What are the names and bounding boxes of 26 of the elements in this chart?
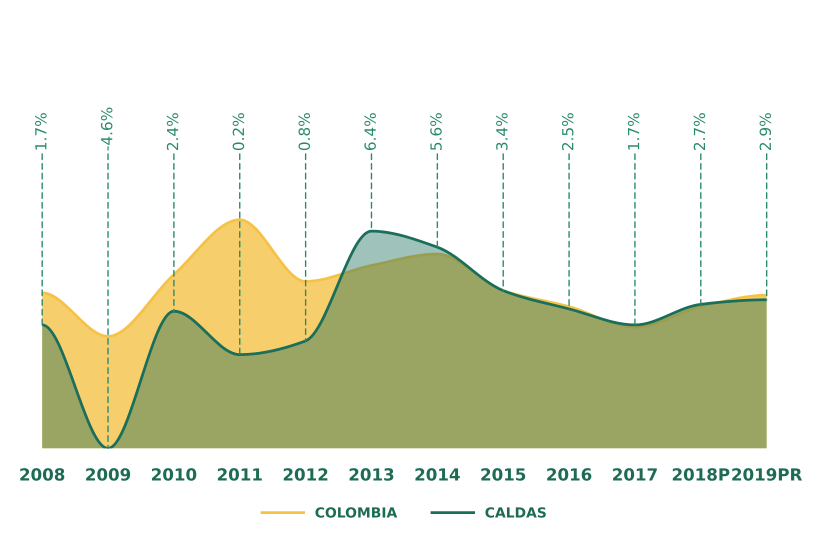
x-tick-label: 2009 [86,468,130,481]
x-tick-label: 2011 [218,468,262,481]
annotation: 0.2% [232,113,244,150]
x-tick-label: 2018P [672,468,730,481]
x-tick-label: 2012 [284,468,328,481]
annotation: 2.7% [694,113,706,150]
annotation: 3.4% [496,113,508,150]
x-tick-label: 2010 [152,468,196,481]
annotation: 2.4% [166,113,178,150]
annotation: 0.8% [298,113,310,150]
annotation: -4.6% [100,108,112,150]
annotation: 5.6% [430,113,442,150]
x-tick-label: 2013 [350,468,394,481]
x-tick-label: 2016 [547,468,592,481]
x-tick-label: 2015 [481,468,526,481]
x-tick-label: 2019PR [732,468,802,481]
x-tick-label: 2017 [613,468,657,481]
x-tick-label: 2008 [20,468,64,481]
annotation: 2.5% [562,113,574,150]
x-tick-label: 2014 [415,468,460,481]
legend-label: COLOMBIA [315,507,398,518]
annotation: 1.7% [628,113,640,150]
legend-label: CALDAS [485,507,546,518]
annotation: 6.4% [364,113,376,150]
annotation: 2.9% [760,113,772,150]
annotation: 1.7% [35,113,47,150]
